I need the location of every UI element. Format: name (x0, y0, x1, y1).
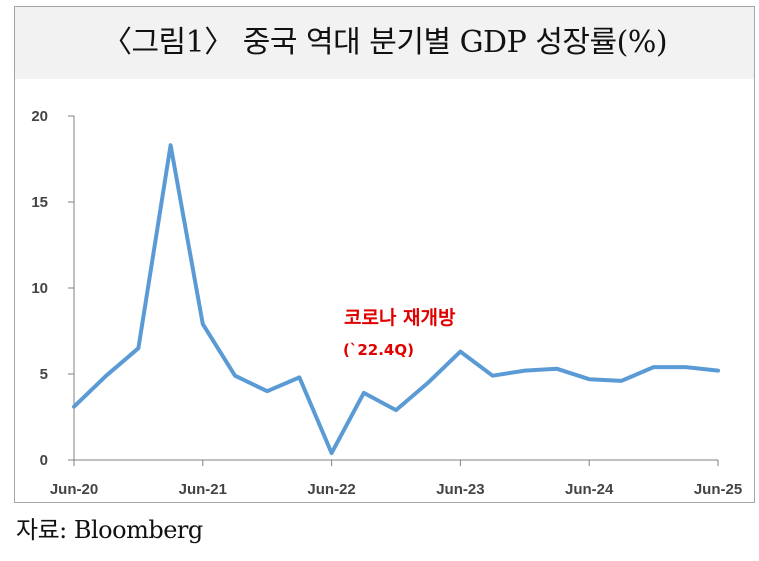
x-tick-label: Jun-22 (307, 481, 355, 498)
annotation-sublabel: (`22.4Q) (343, 341, 414, 359)
y-ticks: 0 5 10 15 20 (31, 108, 74, 469)
annotation-label: 코로나 재개방 (344, 307, 456, 329)
title-band (15, 7, 754, 79)
annotations: 코로나 재개방 (`22.4Q) (343, 307, 456, 359)
y-tick-label: 15 (31, 194, 48, 211)
source-note: 자료: Bloomberg (16, 516, 203, 544)
chart-frame: 〈그림1〉 중국 역대 분기별 GDP 성장률(%) (14, 6, 755, 503)
gdp-growth-line (72, 143, 720, 456)
x-tick-label: Jun-24 (565, 481, 614, 498)
y-tick-label: 0 (40, 452, 48, 469)
chart-title: 〈그림1〉 중국 역대 분기별 GDP 성장률(%) (101, 25, 668, 60)
y-tick-label: 20 (31, 108, 48, 125)
x-ticks: Jun-20 Jun-21 Jun-22 Jun-23 Jun-24 Jun-25 (50, 460, 742, 498)
y-tick-label: 10 (31, 280, 48, 297)
x-tick-label: Jun-20 (50, 481, 98, 498)
y-tick-label: 5 (40, 366, 48, 383)
x-tick-label: Jun-21 (179, 481, 227, 498)
x-tick-label: Jun-23 (436, 481, 484, 498)
x-tick-label: Jun-25 (694, 481, 742, 498)
